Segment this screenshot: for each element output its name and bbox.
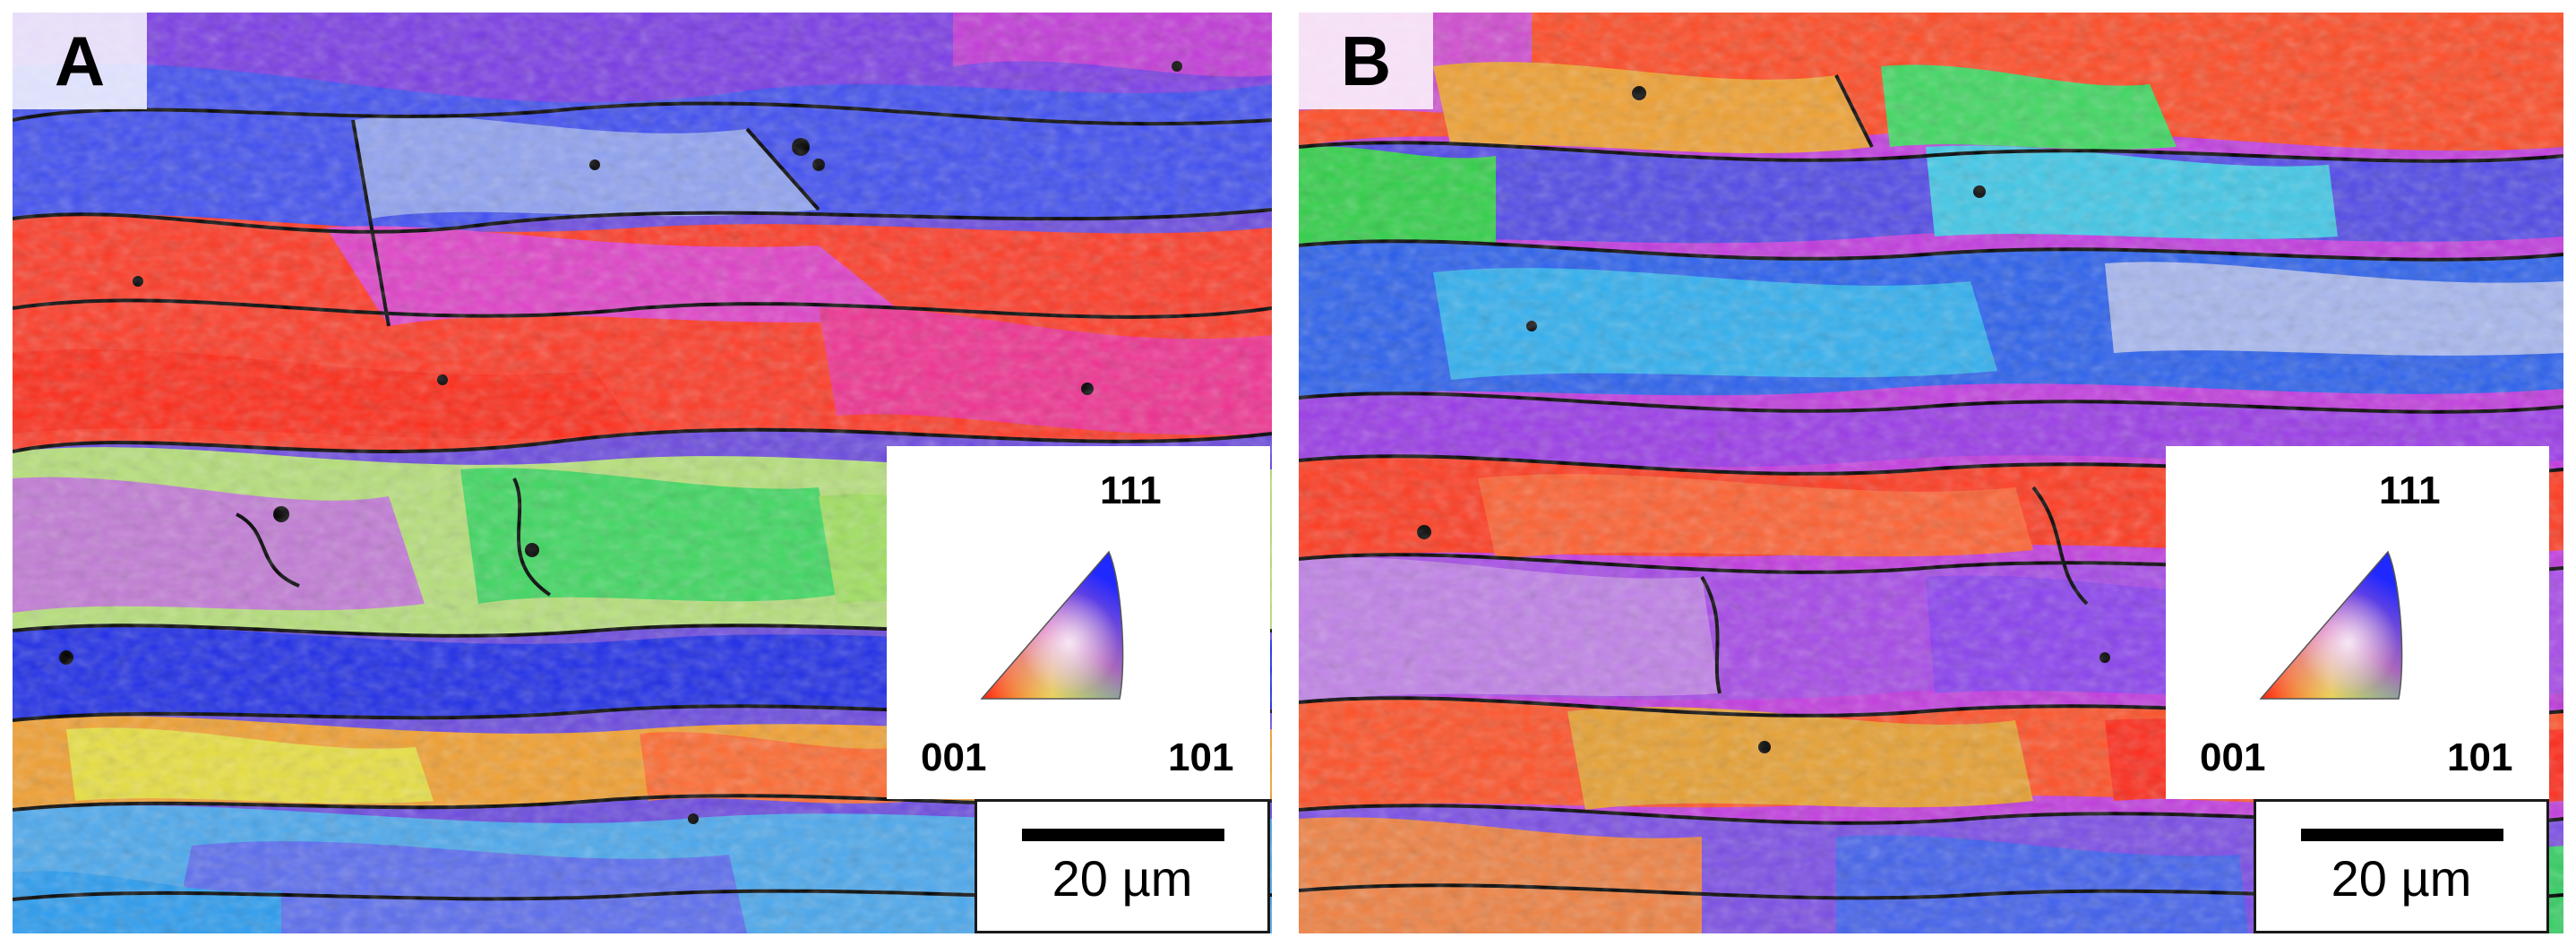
panel-label: A [13,13,147,109]
ipf-label-111: 111 [2379,469,2441,512]
ipf-triangle-icon [2259,550,2403,700]
ebsd-panel-a: A 111 001 101 20 µm [13,13,1272,933]
ipf-label-001: 001 [921,735,987,779]
ipf-legend: 111 001 101 [2166,446,2549,799]
ipf-label-101: 101 [1168,735,1234,779]
scale-bar-label: 20 µm [2331,850,2472,907]
scale-bar-box: 20 µm [975,799,1270,933]
ipf-triangle-icon [980,550,1124,700]
scale-bar [1022,829,1224,841]
ipf-label-101: 101 [2447,735,2513,779]
ipf-legend: 111 001 101 [887,446,1270,799]
ebsd-panel-b: B 111 001 101 20 µm [1299,13,2563,933]
scale-bar-label: 20 µm [1052,850,1193,907]
panel-label: B [1299,13,1433,109]
scale-bar-box: 20 µm [2254,799,2549,933]
scale-bar [2301,829,2503,841]
ipf-label-111: 111 [1100,469,1162,512]
ipf-label-001: 001 [2200,735,2266,779]
